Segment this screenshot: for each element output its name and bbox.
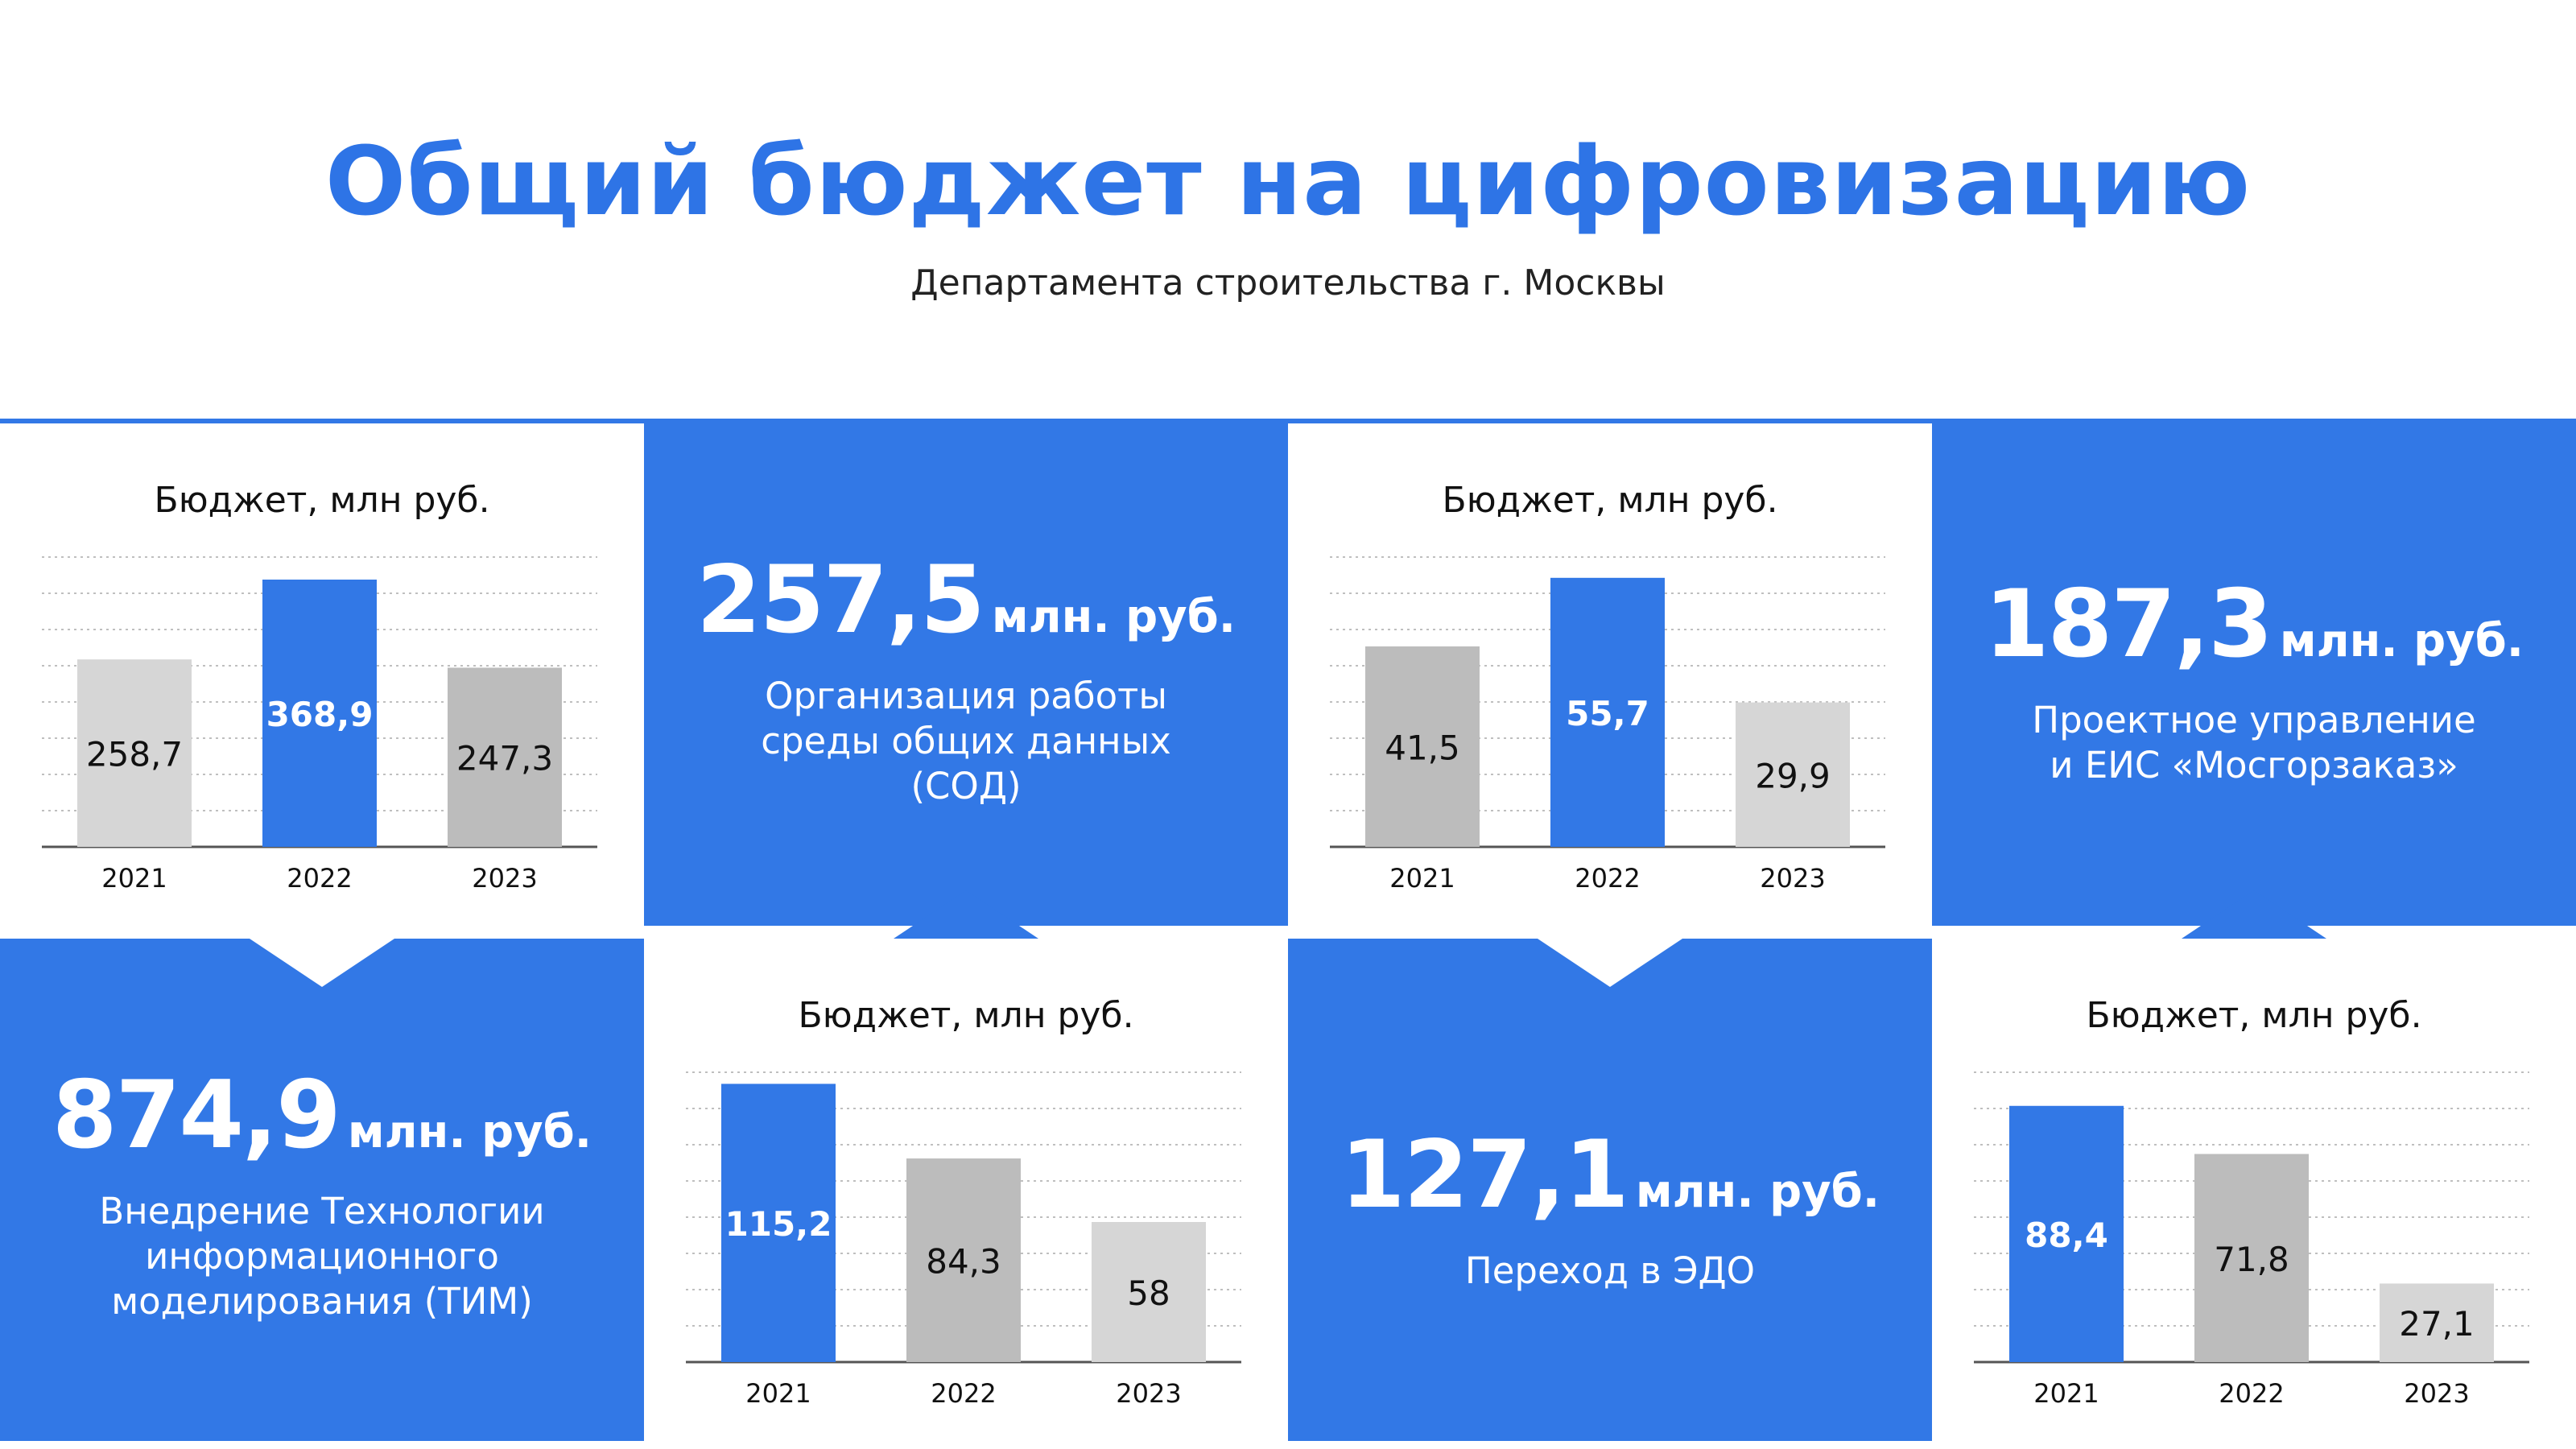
x-tick-label: 2022 — [1575, 863, 1640, 894]
stat-eis: 187,3 млн. руб. Проектное управление и ЕИ… — [1932, 568, 2576, 788]
x-tick-label: 2023 — [2404, 1378, 2469, 1409]
x-tick-label: 2022 — [931, 1378, 996, 1409]
bar — [2194, 1154, 2309, 1362]
chart-title: Бюджет, млн руб. — [1442, 480, 1778, 521]
chart-panel-4: Бюджет, млн руб. 88,4 2021 71,8 2022 27,1 202… — [1932, 939, 2576, 1441]
x-tick-label: 2021 — [1389, 863, 1455, 894]
chart-title: Бюджет, млн руб. — [798, 995, 1134, 1036]
stat-caption: Проектное управление и ЕИС «Мосгорзаказ» — [2032, 699, 2476, 786]
x-tick-label: 2023 — [1760, 863, 1825, 894]
bar — [448, 667, 562, 847]
bar-value-label: 29,9 — [1755, 756, 1831, 795]
x-tick-label: 2022 — [287, 863, 352, 894]
bar-chart-1: 258,7 2021 368,9 2022 247,3 2023 — [42, 556, 597, 894]
bar-value-label: 84,3 — [926, 1242, 1001, 1282]
x-tick-label: 2023 — [1116, 1378, 1181, 1409]
bar-value-label: 247,3 — [456, 739, 553, 778]
stat-tim: 874,9 млн. руб. Внедрение Технологии инфо… — [0, 1059, 644, 1324]
stat-unit: млн. руб. — [1635, 1166, 1880, 1218]
stat-caption: Переход в ЭДО — [1464, 1249, 1756, 1292]
notch-pointer — [894, 890, 1038, 939]
x-tick-label: 2021 — [745, 1378, 811, 1409]
bar — [2009, 1105, 2124, 1362]
chart-panel-1: Бюджет, млн руб. 258,7 2021 368,9 2022 247,3… — [0, 423, 644, 926]
stat-value: 257,5 — [696, 546, 985, 654]
notch-pointer — [250, 939, 394, 987]
stat-caption: Внедрение Технологии информационного мод… — [99, 1190, 545, 1323]
page-title: Общий бюджет на цифровизацию — [324, 126, 2252, 237]
bar — [906, 1158, 1021, 1362]
bar — [1092, 1222, 1206, 1362]
bar-value-label: 55,7 — [1566, 694, 1649, 733]
notch-pointer — [1538, 939, 1682, 987]
chart-panel-3: Бюджет, млн руб. 115,2 2021 84,3 2022 58 2023 — [644, 939, 1288, 1441]
bar-value-label: 27,1 — [2399, 1304, 2475, 1344]
stat-unit: млн. руб. — [2279, 615, 2524, 667]
chart-title: Бюджет, млн руб. — [2086, 995, 2422, 1036]
bar — [1365, 646, 1480, 847]
bar-value-label: 115,2 — [725, 1204, 832, 1244]
notch-pointer — [2182, 890, 2326, 939]
bar-value-label: 41,5 — [1385, 729, 1460, 768]
stat-sod: 257,5 млн. руб. Организация работы среды … — [644, 544, 1288, 809]
bar-chart-4: 88,4 2021 71,8 2022 27,1 2023 — [1974, 1071, 2529, 1409]
stat-panel-tim: 874,9 млн. руб. Внедрение Технологии инфо… — [0, 939, 644, 1441]
bar — [262, 579, 377, 847]
bar-value-label: 88,4 — [2025, 1216, 2108, 1255]
bar — [77, 659, 192, 847]
bar-value-label: 368,9 — [266, 695, 374, 734]
bar — [721, 1084, 836, 1362]
stat-edo: 127,1 млн. руб. Переход в ЭДО — [1288, 1119, 1932, 1294]
x-tick-label: 2023 — [472, 863, 537, 894]
bar — [1550, 577, 1665, 847]
stat-caption: Организация работы среды общих данных (С… — [761, 675, 1171, 807]
stat-panel-sod: 257,5 млн. руб. Организация работы среды … — [644, 423, 1288, 926]
stat-value: 187,3 — [1984, 570, 2273, 679]
bar — [1736, 702, 1850, 847]
bar-chart-3: 115,2 2021 84,3 2022 58 2023 — [686, 1071, 1241, 1409]
stat-panel-eis: 187,3 млн. руб. Проектное управление и ЕИ… — [1932, 423, 2576, 926]
bar-value-label: 58 — [1127, 1274, 1170, 1313]
stat-unit: млн. руб. — [347, 1106, 592, 1158]
stat-unit: млн. руб. — [991, 591, 1236, 643]
page-subtitle: Департамента строительства г. Москвы — [910, 262, 1666, 303]
bar-value-label: 71,8 — [2214, 1240, 2289, 1279]
stat-panel-edo: 127,1 млн. руб. Переход в ЭДО — [1288, 939, 1932, 1441]
stat-value: 874,9 — [52, 1061, 341, 1170]
x-tick-label: 2021 — [2033, 1378, 2099, 1409]
bar — [2380, 1283, 2494, 1362]
bar-chart-2: 41,5 2021 55,7 2022 29,9 2023 — [1330, 556, 1885, 894]
chart-title: Бюджет, млн руб. — [154, 480, 490, 521]
x-tick-label: 2021 — [101, 863, 167, 894]
bar-value-label: 258,7 — [86, 735, 183, 774]
chart-panel-2: Бюджет, млн руб. 41,5 2021 55,7 2022 29,9 202… — [1288, 423, 1932, 926]
x-tick-label: 2022 — [2219, 1378, 2284, 1409]
stat-value: 127,1 — [1340, 1121, 1629, 1229]
